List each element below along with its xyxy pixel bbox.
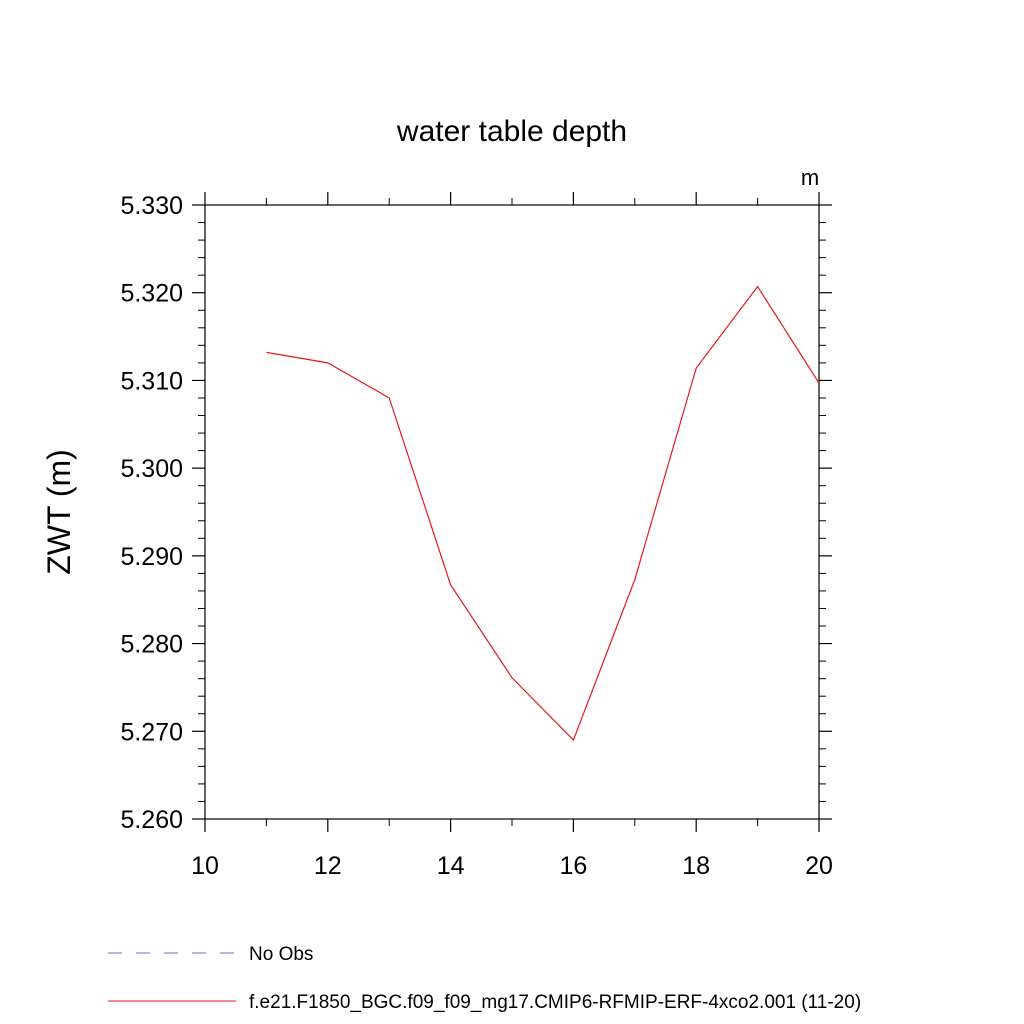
legend-label-no-obs: No Obs bbox=[249, 944, 313, 965]
y-tick-label: 5.310 bbox=[120, 367, 183, 395]
tick-labels: 10 12 14 16 18 20 5.260 5.270 5.280 5.290 5.300 5.3… bbox=[120, 192, 832, 880]
units-label: m bbox=[801, 165, 819, 190]
y-tick-label: 5.280 bbox=[120, 631, 183, 659]
plot-frame bbox=[204, 204, 820, 820]
chart-title: water table depth bbox=[396, 115, 627, 148]
x-tick-label: 14 bbox=[437, 852, 465, 880]
x-tick-label: 10 bbox=[191, 852, 219, 880]
y-tick-label: 5.270 bbox=[120, 718, 183, 746]
legend: No Obs f.e21.F1850_BGC.f09_f09_mg17.CMIP… bbox=[108, 944, 861, 1013]
y-tick-label: 5.290 bbox=[120, 543, 183, 571]
series-line-1 bbox=[266, 285, 820, 742]
legend-label-model-run: f.e21.F1850_BGC.f09_f09_mg17.CMIP6-RFMIP… bbox=[249, 992, 861, 1013]
y-tick-label: 5.320 bbox=[120, 280, 183, 308]
series-layer bbox=[266, 285, 820, 742]
x-tick-label: 16 bbox=[559, 852, 587, 880]
y-tick-label: 5.330 bbox=[120, 192, 183, 220]
major-ticks bbox=[192, 192, 832, 832]
x-tick-label: 12 bbox=[314, 852, 342, 880]
x-tick-label: 20 bbox=[805, 852, 833, 880]
y-axis-label: ZWT (m) bbox=[41, 449, 77, 575]
x-tick-label: 18 bbox=[682, 852, 710, 880]
y-tick-label: 5.300 bbox=[120, 455, 183, 483]
y-tick-label: 5.260 bbox=[120, 806, 183, 834]
minor-ticks bbox=[198, 198, 826, 826]
